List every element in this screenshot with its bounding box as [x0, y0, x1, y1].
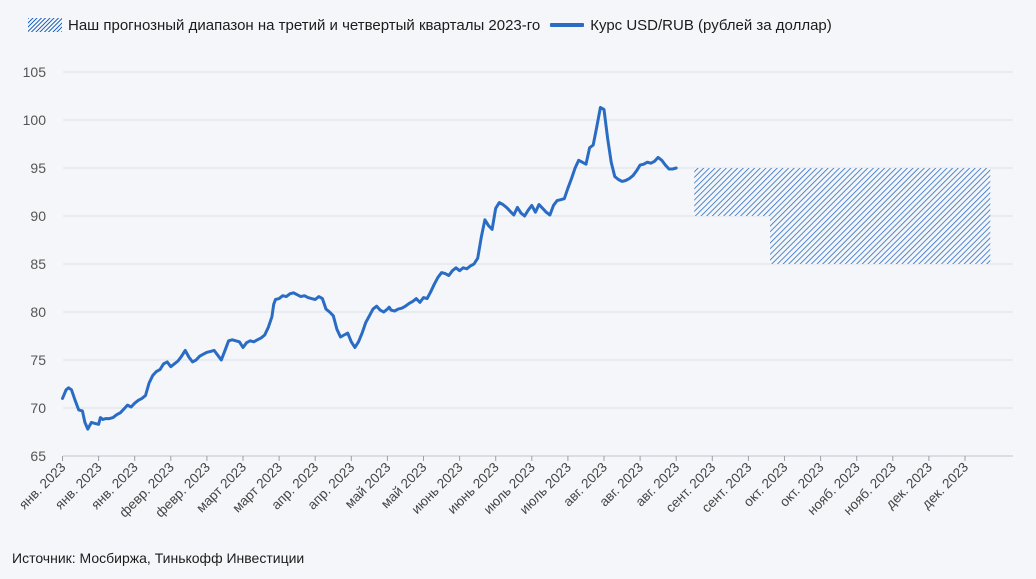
legend-swatch-band [28, 18, 62, 32]
forecast-band [694, 168, 771, 216]
forecast-band [770, 168, 991, 264]
legend: Наш прогнозный диапазон на третий и четв… [28, 14, 832, 36]
y-tick-label: 105 [23, 64, 47, 80]
forecast-band-layer [694, 168, 991, 264]
y-tick-label: 100 [23, 112, 47, 128]
y-tick-label: 65 [30, 448, 46, 464]
y-tick-label: 75 [30, 352, 46, 368]
legend-swatch-line [550, 23, 585, 27]
legend-label-line: Курс USD/RUB (рублей за доллар) [590, 16, 832, 34]
legend-item-line: Курс USD/RUB (рублей за доллар) [550, 17, 832, 34]
y-tick-label: 90 [30, 208, 46, 224]
legend-item-band: Наш прогнозный диапазон на третий и четв… [28, 17, 540, 34]
y-tick-label: 80 [30, 304, 46, 320]
y-tick-label: 85 [30, 256, 46, 272]
y-tick-label: 95 [30, 160, 46, 176]
series-layer [61, 106, 678, 431]
y-tick-label: 70 [30, 400, 46, 416]
series-line-usd-rub [61, 106, 678, 431]
source-note: Источник: Мосбиржа, Тинькофф Инвестиции [12, 550, 305, 566]
legend-label-band: Наш прогнозный диапазон на третий и четв… [68, 16, 541, 34]
